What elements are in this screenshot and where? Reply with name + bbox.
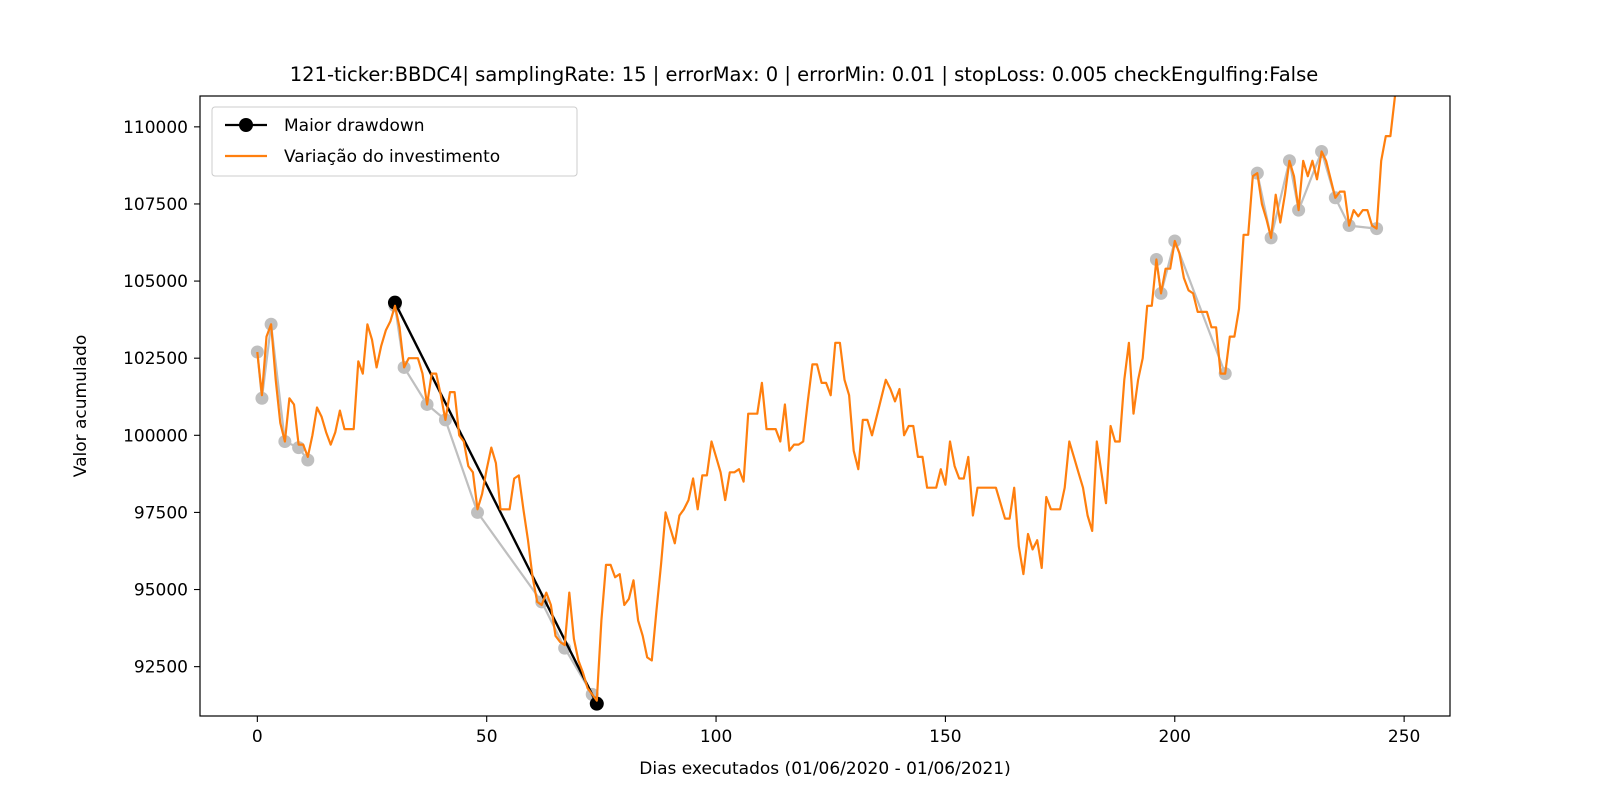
y-tick-label: 102500	[123, 349, 188, 369]
legend-label-investment: Variação do investimento	[284, 147, 500, 167]
drawdown-point	[589, 696, 604, 711]
plot-area	[200, 96, 1450, 716]
x-tick-label: 250	[1388, 727, 1420, 747]
swing-point	[255, 391, 269, 405]
swing-line	[393, 305, 594, 695]
plot-border	[199, 95, 1451, 717]
chart-title: 121-ticker:BBDC4| samplingRate: 15 | err…	[290, 63, 1319, 86]
drawdown-point	[387, 295, 402, 310]
x-tick-label: 200	[1159, 727, 1191, 747]
y-tick-label: 110000	[123, 118, 188, 138]
y-tick-label: 100000	[123, 426, 188, 446]
y-tick-label: 95000	[134, 581, 188, 601]
y-tick-label: 105000	[123, 272, 188, 292]
swing-point	[301, 453, 315, 467]
legend-marker-drawdown	[239, 118, 253, 132]
legend-label-drawdown: Maior drawdown	[284, 116, 425, 136]
x-tick-label: 0	[252, 727, 263, 747]
y-axis-label: Valor acumulado	[71, 335, 91, 477]
y-tick-label: 92500	[134, 658, 188, 678]
x-tick-label: 150	[929, 727, 961, 747]
x-axis: 0 50 100 150 200 250	[252, 716, 1420, 747]
x-axis-label: Dias executados (01/06/2020 - 01/06/2021…	[639, 759, 1010, 779]
y-tick-label: 107500	[123, 195, 188, 215]
legend: Maior drawdown Variação do investimento	[211, 106, 578, 177]
investment-line	[256, 95, 1397, 702]
swing-point	[471, 505, 485, 519]
y-tick-label: 97500	[134, 503, 188, 523]
x-tick-label: 100	[700, 727, 732, 747]
legend-box	[211, 106, 578, 177]
drawdown-line	[393, 302, 598, 705]
x-tick-label: 50	[476, 727, 498, 747]
series-layer	[250, 95, 1397, 711]
y-axis: 92500 95000 97500 100000 102500 105000 107500 1…	[123, 118, 200, 678]
